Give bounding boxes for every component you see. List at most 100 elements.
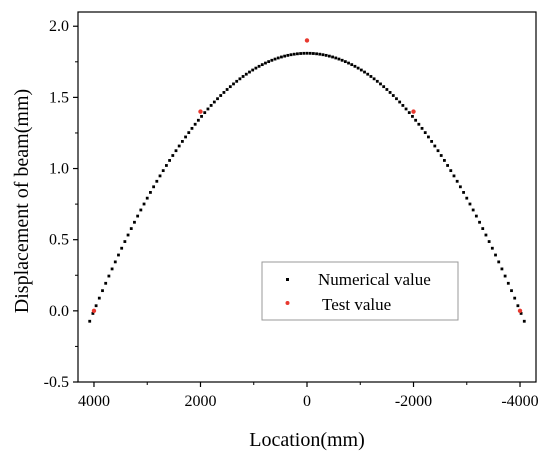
numerical-point	[465, 196, 469, 200]
numerical-point	[404, 107, 408, 111]
numerical-point	[257, 64, 261, 68]
y-tick-label: 2.0	[49, 18, 69, 35]
x-tick-label: -4000	[501, 393, 538, 410]
numerical-point	[340, 58, 344, 62]
numerical-point	[494, 253, 497, 257]
numerical-point	[184, 135, 187, 139]
x-axis-ticks: 4000 2000 0 -2000 -4000	[78, 382, 539, 410]
numerical-point	[251, 68, 255, 72]
numerical-point	[155, 179, 159, 183]
numerical-point	[315, 52, 318, 56]
legend: Numerical value Test value	[261, 261, 459, 321]
numerical-point	[522, 319, 526, 323]
numerical-point	[311, 52, 315, 55]
numerical-point	[401, 104, 405, 107]
y-axis-label: Displacement of beam(mm)	[11, 89, 33, 313]
numerical-point	[379, 82, 382, 86]
numerical-point	[273, 57, 277, 61]
legend-label-test: Test value	[322, 295, 391, 314]
numerical-point	[228, 85, 232, 89]
numerical-point	[241, 75, 245, 78]
numerical-point	[165, 164, 168, 167]
numerical-point	[391, 94, 395, 97]
numerical-point	[452, 174, 456, 178]
numerical-point	[289, 53, 293, 57]
numerical-point	[216, 97, 219, 101]
numerical-point	[101, 289, 104, 293]
numerical-point	[193, 122, 197, 126]
numerical-point	[232, 82, 235, 86]
numerical-point	[347, 61, 350, 65]
numerical-point	[113, 260, 117, 264]
numerical-point	[117, 253, 120, 257]
numerical-point	[436, 149, 440, 153]
test-point	[517, 308, 523, 314]
numerical-point	[427, 135, 430, 139]
legend-box	[261, 261, 459, 321]
numerical-point	[136, 214, 140, 218]
numerical-point	[222, 91, 226, 94]
numerical-point	[209, 104, 213, 107]
numerical-point	[334, 56, 338, 60]
test-point	[304, 38, 310, 43]
y-tick-label: 1.0	[49, 161, 69, 178]
numerical-point	[343, 60, 347, 64]
numerical-point	[487, 240, 491, 243]
numerical-point	[254, 66, 258, 70]
numerical-point	[455, 179, 459, 183]
y-tick-label: 0.5	[49, 232, 69, 249]
numerical-point	[420, 126, 424, 130]
numerical-point	[219, 94, 223, 97]
numerical-point	[187, 131, 191, 135]
numerical-point	[398, 100, 402, 104]
numerical-point	[120, 246, 124, 250]
numerical-point	[474, 214, 478, 218]
numerical-point	[145, 196, 149, 200]
legend-marker-numerical	[286, 278, 289, 281]
numerical-point	[91, 312, 95, 315]
numerical-point	[180, 140, 184, 143]
numerical-point	[267, 60, 271, 64]
numerical-point	[471, 208, 475, 212]
numerical-point	[225, 88, 229, 91]
numerical-point	[206, 107, 210, 111]
numerical-point	[110, 267, 114, 271]
numerical-point	[430, 140, 434, 143]
numerical-point	[388, 91, 392, 94]
numerical-point	[94, 304, 98, 308]
numerical-point	[395, 97, 398, 101]
numerical-point	[481, 227, 485, 230]
numerical-point	[359, 68, 363, 72]
numerical-point	[139, 208, 143, 212]
numerical-point	[503, 274, 507, 278]
test-point	[91, 308, 97, 314]
legend-label-numerical: Numerical value	[318, 270, 431, 289]
numerical-point	[510, 289, 513, 293]
numerical-point	[462, 191, 465, 194]
numerical-point	[414, 118, 418, 122]
numerical-point	[516, 304, 520, 308]
numerical-point	[321, 53, 325, 57]
numerical-point	[337, 57, 341, 61]
numerical-point	[200, 114, 203, 118]
numerical-point	[190, 126, 194, 130]
numerical-point	[490, 246, 494, 250]
plot-marks	[88, 38, 526, 323]
numerical-point	[129, 227, 133, 230]
numerical-point	[513, 296, 517, 300]
numerical-point	[439, 154, 443, 157]
numerical-point	[385, 88, 389, 91]
numerical-point	[104, 281, 108, 285]
numerical-point	[443, 159, 446, 162]
numerical-point	[203, 111, 207, 115]
x-tick-label: 2000	[184, 393, 216, 410]
numerical-point	[107, 274, 111, 278]
numerical-point	[446, 164, 449, 167]
numerical-point	[212, 100, 216, 104]
numerical-point	[411, 114, 414, 118]
y-tick-label: -0.5	[44, 374, 69, 391]
numerical-point	[296, 52, 299, 56]
numerical-point	[174, 149, 178, 153]
y-tick-label: 1.5	[49, 89, 69, 106]
numerical-point	[97, 296, 101, 300]
